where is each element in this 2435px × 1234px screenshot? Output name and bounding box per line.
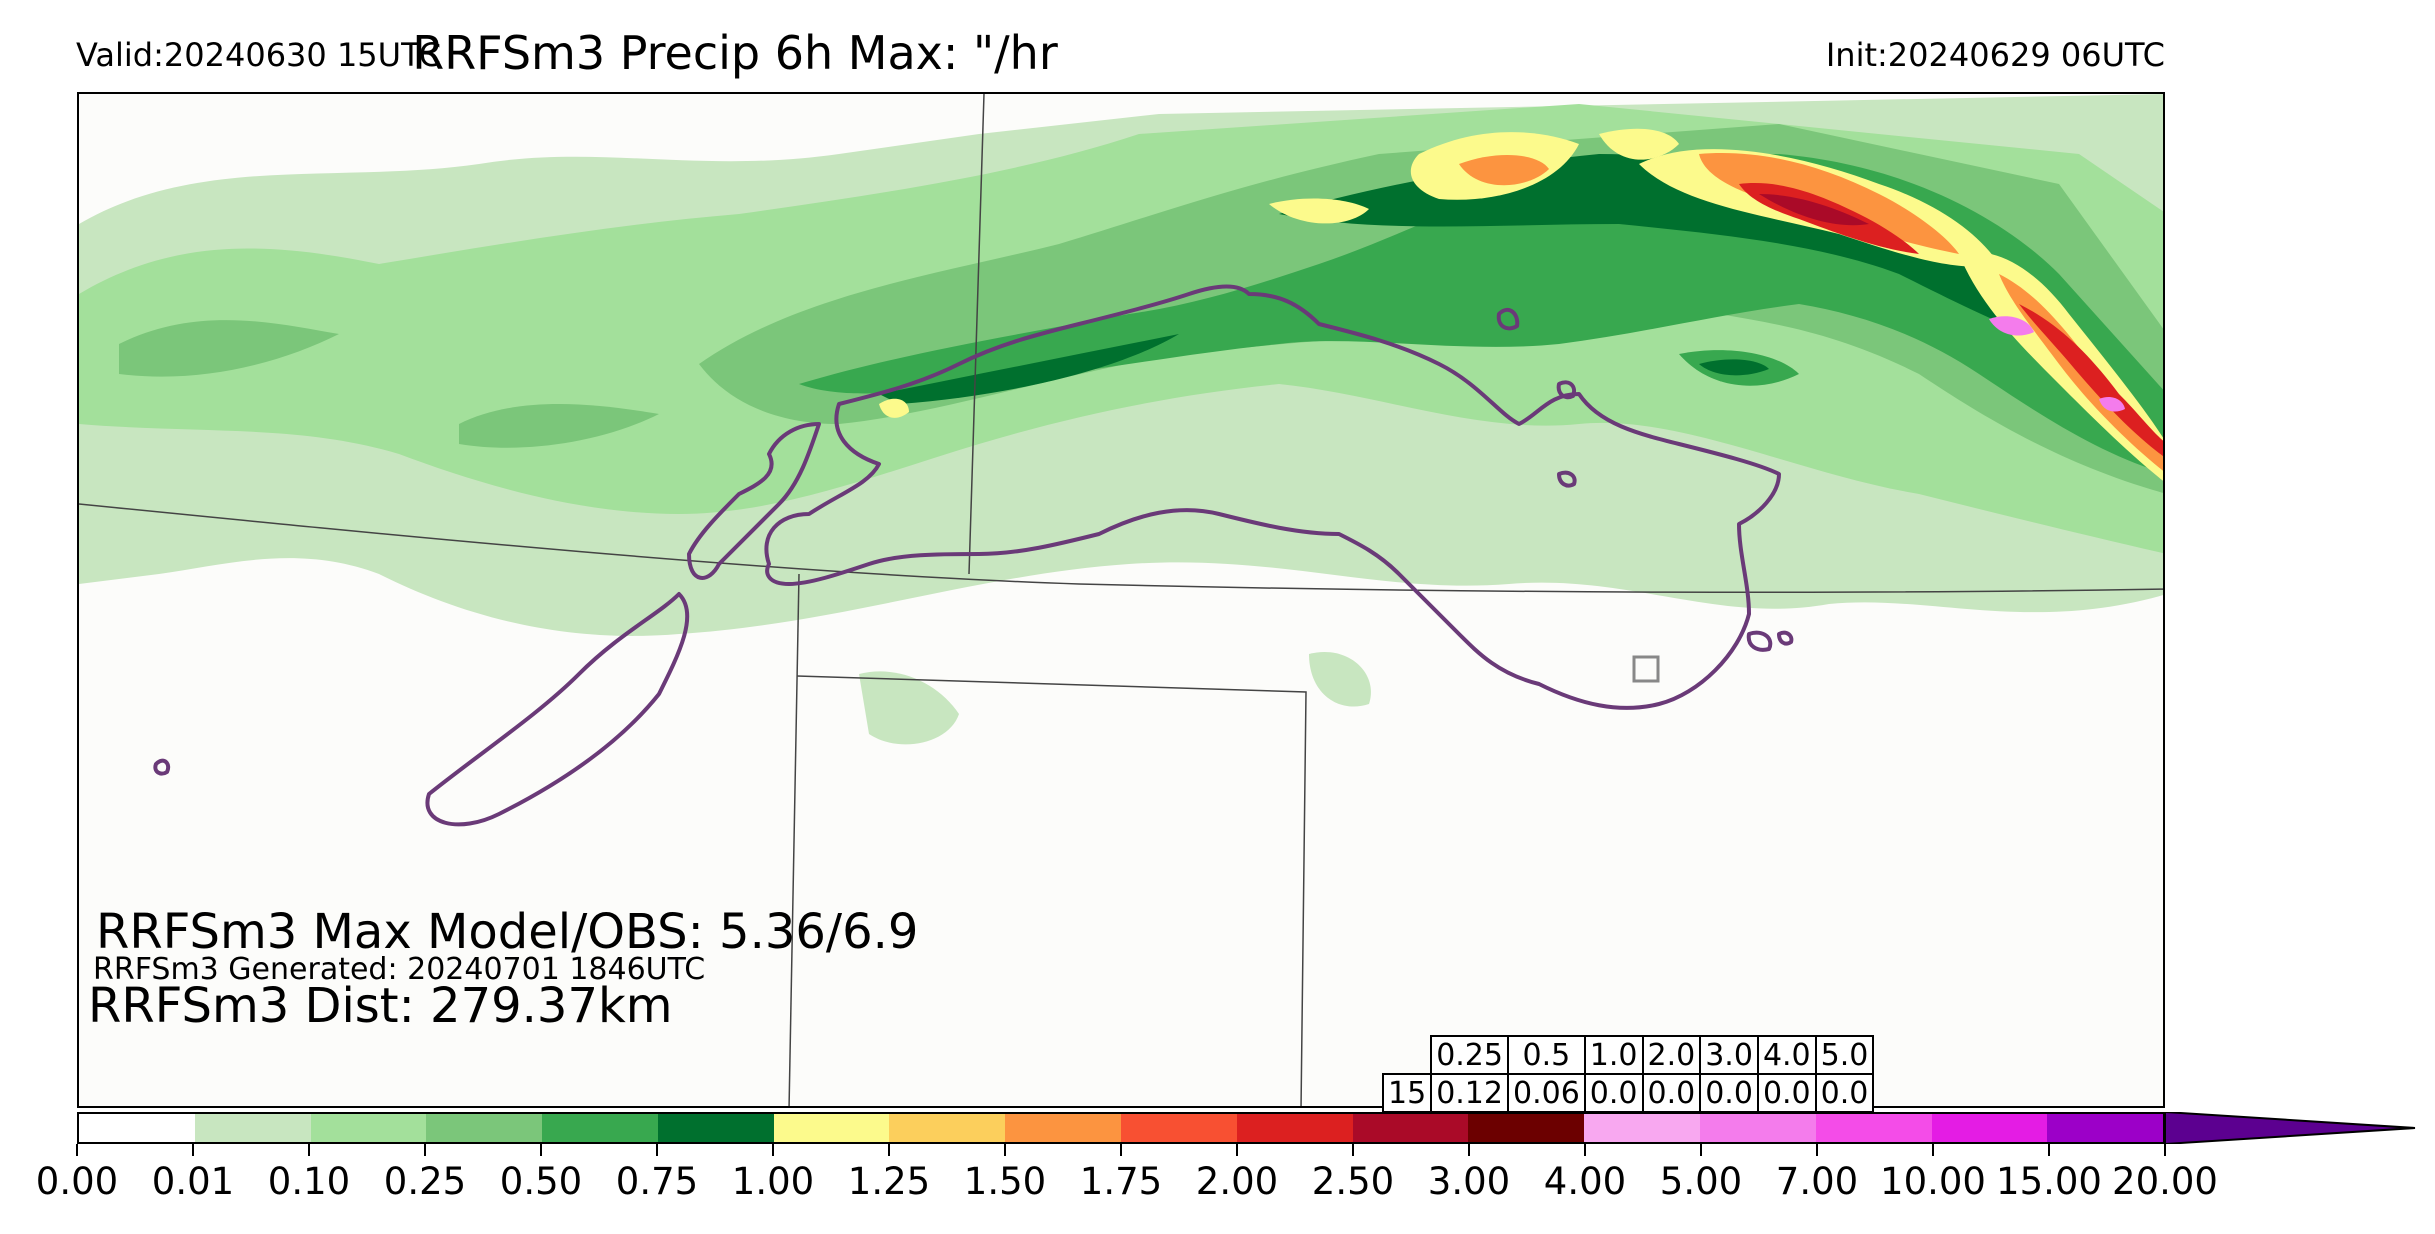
colorbar-tick [1932,1144,1934,1156]
colorbar-tick-label: 2.50 [1311,1160,1395,1203]
colorbar-swatch [1584,1114,1700,1142]
dist-label: RRFSm3 Dist: 279.37km [88,978,673,1034]
colorbar-tick [772,1144,774,1156]
value-cell: 0.0 [1641,1073,1702,1113]
colorbar-swatch [889,1114,1006,1142]
colorbar-tick [2048,1144,2050,1156]
threshold-cell: 4.0 [1756,1035,1817,1075]
value-cell: 0.0 [1756,1073,1817,1113]
state-borders [79,94,2163,1106]
threshold-cell: 5.0 [1814,1035,1875,1075]
colorbar-tick-label: 15.00 [1996,1160,2102,1203]
colorbar-tick-label: 1.25 [847,1160,931,1203]
colorbar-tick-label: 0.00 [35,1160,119,1203]
precip-map: RRFSm3 Max Model/OBS: 5.36/6.9 RRFSm3 Ge… [77,92,2165,1108]
precip-field-heavy [879,128,2163,481]
colorbar-tick [1584,1144,1586,1156]
colorbar-tick [2164,1144,2166,1156]
colorbar-tick [1816,1144,1818,1156]
colorbar-tick-label: 2.00 [1195,1160,1279,1203]
colorbar-swatch [1236,1114,1353,1142]
colorbar-swatch [310,1114,427,1142]
valid-time-label: Valid:20240630 15UTC [76,36,442,74]
colorbar-tick [1236,1144,1238,1156]
colorbar-tick [1004,1144,1006,1156]
colorbar-swatch [657,1114,774,1142]
obs-contour [153,284,1794,827]
value-cell: 0.0 [1583,1073,1644,1113]
value-row: 15 0.12 0.06 0.0 0.0 0.0 0.0 0.0 [1381,1073,1875,1113]
threshold-cell: 0.25 [1430,1035,1509,1075]
colorbar-swatch [2047,1114,2164,1142]
colorbar-tick [424,1144,426,1156]
colorbar-swatch [773,1114,890,1142]
colorbar-swatch [194,1114,311,1142]
colorbar-tick [76,1144,78,1156]
colorbar-extend-arrow [2165,1112,2416,1144]
threshold-cell: 2.0 [1641,1035,1702,1075]
colorbar-tick-label: 3.00 [1427,1160,1511,1203]
colorbar-tick [1468,1144,1470,1156]
row-label: 15 [1381,1073,1433,1113]
colorbar-tick-label: 20.00 [2112,1160,2218,1203]
obs-site-marker [1632,655,1660,683]
colorbar-tick-label: 7.00 [1775,1160,1859,1203]
colorbar-swatch [1121,1114,1237,1142]
colorbar-swatch [1005,1114,1122,1142]
colorbar-swatch [1468,1114,1585,1142]
threshold-cell: 0.5 [1506,1035,1586,1075]
colorbar-tick [1352,1144,1354,1156]
colorbar-swatch [1931,1114,2048,1142]
colorbar-tick [1700,1144,1702,1156]
map-canvas [79,94,2163,1106]
max-model-obs-label: RRFSm3 Max Model/OBS: 5.36/6.9 [96,904,919,960]
colorbar-tick [540,1144,542,1156]
colorbar-tick-label: 5.00 [1659,1160,1743,1203]
colorbar-tick [308,1144,310,1156]
value-cell: 0.0 [1699,1073,1759,1113]
colorbar-swatch [542,1114,658,1142]
colorbar-tick-label: 10.00 [1880,1160,1986,1203]
colorbar-tick-label: 1.75 [1079,1160,1163,1203]
colorbar [77,1112,2165,1144]
colorbar-tick-label: 1.50 [963,1160,1047,1203]
value-cell: 0.12 [1430,1073,1509,1113]
generated-label: RRFSm3 Generated: 20240701 1846UTC [93,952,706,987]
colorbar-tick-label: 0.01 [151,1160,235,1203]
colorbar-swatch [79,1114,195,1142]
value-cell: 0.0 [1814,1073,1875,1113]
colorbar-tick-label: 0.25 [383,1160,467,1203]
colorbar-tick-label: 1.00 [731,1160,815,1203]
colorbar-tick-label: 0.10 [267,1160,351,1203]
threshold-cell: 3.0 [1699,1035,1759,1075]
colorbar-swatch [1352,1114,1469,1142]
init-time-label: Init:20240629 06UTC [1825,36,2165,74]
value-cell: 0.06 [1506,1073,1586,1113]
colorbar-tick-label: 0.50 [499,1160,583,1203]
colorbar-swatch [426,1114,543,1142]
threshold-stats-table: 0.25 0.5 1.0 2.0 3.0 4.0 5.0 15 0.12 0.0… [1381,1035,1875,1113]
colorbar-tick [656,1144,658,1156]
colorbar-tick [192,1144,194,1156]
chart-title: RRFSm3 Precip 6h Max: "/hr [412,26,1058,80]
colorbar-swatch [1699,1114,1816,1142]
colorbar-tick [1120,1144,1122,1156]
colorbar-tick-label: 0.75 [615,1160,699,1203]
colorbar-tick [888,1144,890,1156]
threshold-cell: 1.0 [1583,1035,1644,1075]
colorbar-tick-label: 4.00 [1543,1160,1627,1203]
colorbar-swatch [1815,1114,1932,1142]
table-corner [1383,1036,1431,1074]
threshold-header-row: 0.25 0.5 1.0 2.0 3.0 4.0 5.0 [1383,1035,1875,1075]
